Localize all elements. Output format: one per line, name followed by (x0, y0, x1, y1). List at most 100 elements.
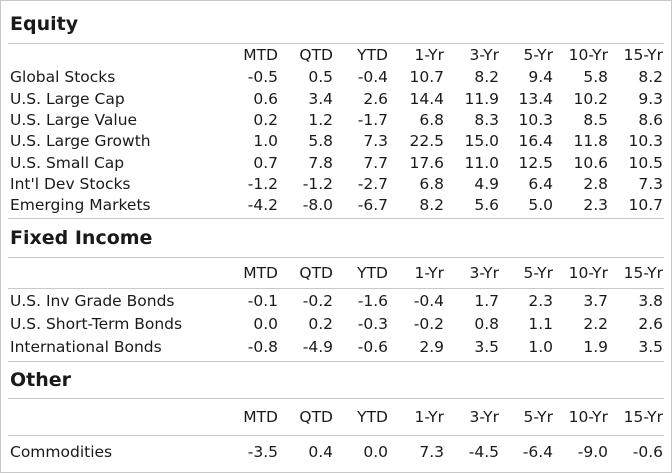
column-header-row: MTD QTD YTD 1-Yr 3-Yr 5-Yr 10-Yr 15-Yr (1, 262, 672, 284)
column-header: MTD (243, 264, 278, 282)
value-cell: 9.4 (528, 68, 553, 86)
value-cell: 9.3 (638, 90, 663, 108)
column-header: 15-Yr (623, 408, 663, 426)
column-header: 10-Yr (568, 264, 608, 282)
value-cell: 8.6 (638, 111, 663, 129)
value-cell: 17.6 (409, 154, 444, 172)
value-cell: -1.7 (357, 111, 388, 129)
table-row: U.S. Short-Term Bonds 0.0 0.2 -0.3 -0.2 … (1, 313, 672, 335)
divider (8, 43, 664, 44)
value-cell: 7.3 (638, 175, 663, 193)
value-cell: 15.0 (464, 132, 499, 150)
value-cell: 10.6 (573, 154, 608, 172)
value-cell: 5.6 (474, 196, 499, 214)
row-label: Emerging Markets (10, 196, 151, 214)
value-cell: -0.3 (357, 315, 388, 333)
value-cell: 0.5 (308, 68, 333, 86)
value-cell: 8.3 (474, 111, 499, 129)
divider (8, 361, 664, 362)
column-header: 3-Yr (469, 408, 499, 426)
value-cell: 2.8 (583, 175, 608, 193)
value-cell: -2.7 (357, 175, 388, 193)
column-header: 1-Yr (414, 264, 444, 282)
column-header: 1-Yr (414, 46, 444, 64)
value-cell: 0.6 (253, 90, 278, 108)
divider (8, 435, 664, 436)
divider (8, 288, 664, 289)
column-header: 10-Yr (568, 408, 608, 426)
column-header: QTD (299, 408, 333, 426)
table-row: U.S. Small Cap 0.7 7.8 7.7 17.6 11.0 12.… (1, 152, 672, 174)
table-row: Emerging Markets -4.2 -8.0 -6.7 8.2 5.6 … (1, 194, 672, 216)
table-row: Global Stocks -0.5 0.5 -0.4 10.7 8.2 9.4… (1, 66, 672, 88)
value-cell: -8.0 (302, 196, 333, 214)
value-cell: 4.9 (474, 175, 499, 193)
divider (8, 257, 664, 258)
row-label: U.S. Large Cap (10, 90, 125, 108)
value-cell: 3.5 (638, 338, 663, 356)
value-cell: 1.0 (253, 132, 278, 150)
value-cell: 0.2 (253, 111, 278, 129)
row-label: U.S. Inv Grade Bonds (10, 292, 175, 310)
value-cell: 8.2 (638, 68, 663, 86)
column-header: 15-Yr (623, 46, 663, 64)
value-cell: 5.8 (583, 68, 608, 86)
column-header: 3-Yr (469, 264, 499, 282)
column-header-row: MTD QTD YTD 1-Yr 3-Yr 5-Yr 10-Yr 15-Yr (1, 44, 672, 66)
value-cell: -0.8 (247, 338, 278, 356)
table-row: U.S. Inv Grade Bonds -0.1 -0.2 -1.6 -0.4… (1, 290, 672, 312)
value-cell: 3.5 (474, 338, 499, 356)
value-cell: 10.2 (573, 90, 608, 108)
value-cell: 11.0 (464, 154, 499, 172)
value-cell: 12.5 (518, 154, 553, 172)
value-cell: 13.4 (518, 90, 553, 108)
value-cell: 2.9 (419, 338, 444, 356)
value-cell: -0.6 (632, 443, 663, 461)
row-label: U.S. Short-Term Bonds (10, 315, 183, 333)
value-cell: 11.8 (573, 132, 608, 150)
value-cell: 7.8 (308, 154, 333, 172)
value-cell: 6.8 (419, 175, 444, 193)
value-cell: -1.2 (247, 175, 278, 193)
value-cell: -0.5 (247, 68, 278, 86)
column-header-row: MTD QTD YTD 1-Yr 3-Yr 5-Yr 10-Yr 15-Yr (1, 406, 672, 428)
value-cell: 5.0 (528, 196, 553, 214)
value-cell: 0.0 (253, 315, 278, 333)
value-cell: 6.4 (528, 175, 553, 193)
column-header: 15-Yr (623, 264, 663, 282)
table-row: U.S. Large Cap 0.6 3.4 2.6 14.4 11.9 13.… (1, 88, 672, 110)
table-row: Int'l Dev Stocks -1.2 -1.2 -2.7 6.8 4.9 … (1, 173, 672, 195)
value-cell: 2.6 (638, 315, 663, 333)
value-cell: 2.6 (363, 90, 388, 108)
column-header: 5-Yr (523, 46, 553, 64)
value-cell: 6.8 (419, 111, 444, 129)
value-cell: 1.7 (474, 292, 499, 310)
value-cell: 7.7 (363, 154, 388, 172)
value-cell: -0.4 (413, 292, 444, 310)
value-cell: 22.5 (409, 132, 444, 150)
section-title-fixed-income: Fixed Income (10, 227, 153, 249)
value-cell: 8.2 (474, 68, 499, 86)
column-header: MTD (243, 408, 278, 426)
column-header: 3-Yr (469, 46, 499, 64)
row-label: International Bonds (10, 338, 162, 356)
column-header: QTD (299, 264, 333, 282)
value-cell: 8.5 (583, 111, 608, 129)
value-cell: 0.7 (253, 154, 278, 172)
divider (8, 398, 664, 399)
value-cell: 7.3 (363, 132, 388, 150)
value-cell: 0.4 (308, 443, 333, 461)
value-cell: -9.0 (577, 443, 608, 461)
value-cell: 2.2 (583, 315, 608, 333)
value-cell: 11.9 (464, 90, 499, 108)
table-row: International Bonds -0.8 -4.9 -0.6 2.9 3… (1, 336, 672, 358)
value-cell: 5.8 (308, 132, 333, 150)
value-cell: 2.3 (583, 196, 608, 214)
row-label: Commodities (10, 443, 113, 461)
value-cell: 0.8 (474, 315, 499, 333)
column-header: 5-Yr (523, 408, 553, 426)
value-cell: 10.5 (628, 154, 663, 172)
row-label: U.S. Large Growth (10, 132, 151, 150)
row-label: U.S. Large Value (10, 111, 138, 129)
